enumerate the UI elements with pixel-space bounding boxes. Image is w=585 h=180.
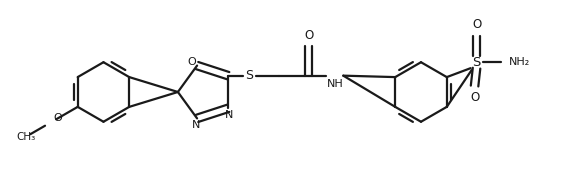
Text: O: O — [54, 113, 62, 123]
Text: O: O — [470, 91, 479, 104]
Text: S: S — [472, 56, 481, 69]
Text: O: O — [188, 57, 197, 67]
Text: NH₂: NH₂ — [510, 57, 531, 67]
Text: CH₃: CH₃ — [16, 132, 36, 142]
Text: O: O — [472, 18, 481, 31]
Text: O: O — [304, 30, 313, 42]
Text: N: N — [225, 110, 233, 120]
Text: NH: NH — [327, 79, 344, 89]
Text: N: N — [192, 120, 200, 130]
Text: S: S — [245, 69, 253, 82]
